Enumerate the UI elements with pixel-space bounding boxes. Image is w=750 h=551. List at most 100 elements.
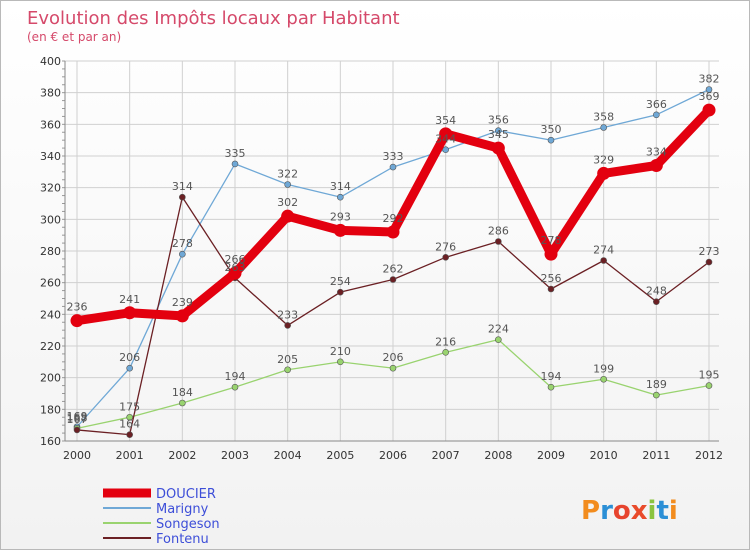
data-point-doucier	[123, 306, 137, 320]
legend-label: Marigny	[156, 502, 209, 517]
grid	[65, 60, 719, 442]
data-label-songeson: 206	[383, 351, 404, 364]
data-label-fontenu: 233	[277, 308, 298, 321]
x-tick-label: 2010	[590, 449, 618, 462]
data-point-doucier	[544, 247, 558, 261]
data-label-marigny: 314	[330, 180, 351, 193]
data-label-fontenu: 263	[225, 261, 246, 274]
data-label-fontenu: 314	[172, 180, 193, 193]
y-tick-label: 360	[40, 118, 61, 131]
data-label-marigny: 344	[435, 133, 456, 146]
logo-letter: r	[600, 496, 613, 526]
logo-letter: i	[648, 496, 657, 526]
data-point-fontenu	[126, 431, 133, 438]
data-point-marigny	[284, 181, 291, 188]
data-point-doucier	[597, 166, 611, 180]
data-label-songeson: 194	[541, 370, 562, 383]
data-label-songeson: 216	[435, 335, 456, 348]
data-label-songeson: 224	[488, 323, 509, 336]
logo-letter: i	[669, 496, 678, 526]
data-label-marigny: 358	[593, 111, 614, 124]
data-label-doucier: 266	[225, 253, 246, 266]
data-point-marigny	[389, 163, 397, 171]
data-label-songeson: 189	[646, 378, 667, 391]
data-label-fontenu: 276	[435, 240, 456, 253]
data-point-marigny	[653, 111, 660, 119]
data-label-marigny: 356	[488, 114, 509, 127]
y-tick-label: 340	[40, 150, 61, 163]
data-point-fontenu	[547, 285, 555, 293]
data-point-songeson	[547, 383, 555, 391]
data-label-songeson: 175	[119, 400, 140, 413]
data-label-doucier: 278	[541, 234, 562, 247]
y-tick-label: 180	[40, 403, 61, 416]
data-label-marigny: 322	[277, 168, 298, 181]
data-label-doucier: 239	[172, 296, 193, 309]
data-label-songeson: 210	[330, 345, 351, 358]
chart-title: Evolution des Impôts locaux par Habitant	[27, 8, 400, 29]
data-point-songeson	[231, 383, 239, 391]
data-label-marigny: 350	[541, 123, 562, 136]
x-tick-label: 2011	[642, 449, 670, 462]
logo-letter: P	[581, 496, 600, 526]
data-label-marigny: 366	[646, 98, 667, 111]
data-point-marigny	[442, 146, 449, 153]
data-point-doucier	[491, 141, 505, 155]
series	[70, 86, 716, 438]
data-point-fontenu	[653, 298, 660, 305]
y-tick-label: 200	[40, 372, 61, 385]
logo-letter: t	[656, 496, 668, 526]
x-tick-label: 2000	[63, 449, 91, 462]
data-label-marigny: 333	[383, 150, 404, 163]
x-tick-label: 2009	[537, 449, 565, 462]
y-tick-label: 220	[40, 340, 61, 353]
data-label-fontenu: 248	[646, 285, 667, 298]
data-point-songeson	[600, 375, 607, 383]
data-label-doucier: 369	[699, 90, 720, 103]
x-tick-label: 2007	[432, 449, 460, 462]
data-point-doucier	[333, 223, 347, 237]
data-point-doucier	[228, 266, 242, 280]
data-label-fontenu: 286	[488, 225, 509, 238]
y-tick-label: 240	[40, 308, 61, 321]
x-tick-label: 2012	[695, 449, 723, 462]
data-point-songeson	[705, 382, 713, 389]
data-label-doucier: 302	[277, 196, 298, 209]
data-point-songeson	[284, 366, 291, 374]
data-point-marigny	[495, 127, 502, 134]
data-point-doucier	[702, 103, 716, 117]
data-label-doucier: 236	[67, 301, 88, 314]
data-label-fontenu: 262	[383, 263, 404, 276]
data-point-songeson	[653, 391, 660, 399]
data-point-marigny	[231, 160, 239, 168]
x-tick-label: 2004	[274, 449, 302, 462]
data-label-doucier: 334	[646, 146, 667, 159]
y-tick-label: 160	[40, 435, 61, 448]
y-tick-label: 400	[40, 55, 61, 68]
x-tick-label: 2001	[116, 449, 144, 462]
data-label-fontenu: 256	[541, 272, 562, 285]
legend-label: Fontenu	[156, 532, 209, 547]
data-point-songeson	[442, 349, 449, 356]
data-label-fontenu: 167	[67, 413, 88, 426]
data-point-doucier	[281, 209, 295, 223]
data-point-marigny	[600, 124, 607, 131]
data-label-marigny: 382	[699, 73, 720, 86]
data-label-fontenu: 164	[119, 418, 140, 431]
data-point-doucier	[649, 159, 663, 172]
data-label-songeson: 195	[699, 369, 720, 382]
logo-letter: x	[631, 496, 648, 526]
data-label-songeson: 168	[67, 411, 88, 424]
data-label-marigny: 169	[67, 410, 88, 423]
data-point-marigny	[547, 136, 555, 144]
data-point-songeson	[495, 336, 502, 343]
x-tick-label: 2008	[484, 449, 512, 462]
legend-label: Songeson	[156, 517, 220, 532]
y-tick-label: 380	[40, 87, 61, 100]
data-label-marigny: 335	[225, 147, 246, 160]
data-point-fontenu	[284, 322, 291, 329]
data-point-marigny	[179, 250, 186, 258]
proxiti-logo: Proxiti	[581, 496, 678, 526]
data-label-doucier: 329	[593, 153, 614, 166]
